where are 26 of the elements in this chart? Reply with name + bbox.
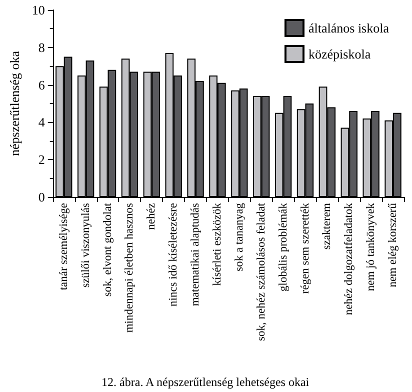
y-axis-title: népszerűtlenség oka	[7, 50, 22, 156]
x-tick-label: sok a tananyag	[233, 202, 246, 272]
text: 12. ábra. A népszerűtlenség lehetséges okai	[102, 375, 310, 389]
x-tick-label: nem elég korszerű	[387, 202, 400, 288]
y-tick-label: 0	[38, 190, 45, 204]
x-tick-label: kísérleti eszközök	[211, 202, 224, 286]
x-tick-label: szakterem	[321, 202, 334, 250]
x-tick-label: szülői viszonyulás	[80, 202, 92, 288]
y-tick-label: 6	[38, 77, 46, 92]
x-tick-label: nehéz	[146, 203, 158, 230]
x-tick-label: régen sem szerették	[299, 202, 312, 294]
x-tick-label: nem jó tankönyvek	[365, 202, 378, 292]
x-tick-label: nehéz dolgozatfeladatok	[343, 202, 356, 316]
y-tick-label: 4	[38, 114, 46, 130]
x-tick-label: nincs idő kíséletezésre	[168, 203, 180, 306]
y-tick-label: 2	[38, 152, 45, 168]
x-tick-label: sok, nehéz számolásos feladat	[255, 202, 268, 341]
legend-label: középiskola	[308, 46, 371, 62]
y-tick-label: 8	[38, 40, 45, 55]
x-tick-label: globális problémák	[277, 202, 290, 292]
x-tick-label: tanár személyisége	[58, 203, 70, 290]
x-tick-label: sok, elvont gondolat	[102, 202, 114, 297]
y-tick-label: 10	[32, 2, 45, 18]
x-tick-label: mindennapi életben hasznos	[124, 202, 136, 333]
x-tick-label: matematikai alaptudás	[190, 202, 202, 306]
legend-label: általános iskola	[308, 20, 390, 36]
